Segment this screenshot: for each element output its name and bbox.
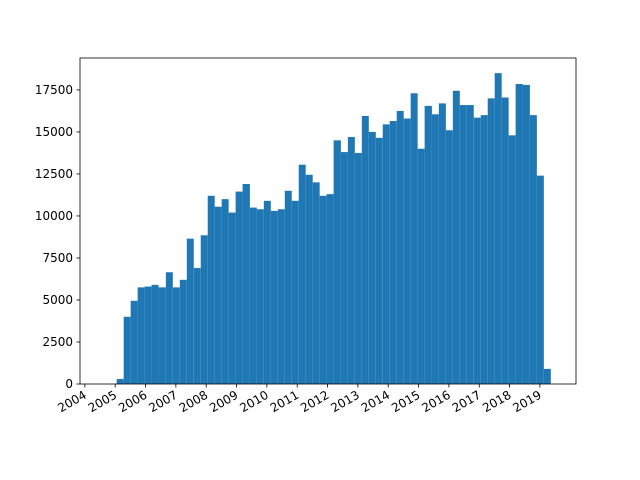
bar [228,212,236,384]
bar [235,191,243,384]
bar [515,84,523,385]
bar [354,152,362,384]
x-tick-label: 2004 [55,388,88,415]
bar [487,98,495,384]
y-tick-label: 17500 [35,83,73,97]
y-tick-label: 7500 [42,251,73,265]
bar [277,209,285,384]
bar [536,175,544,384]
y-tick-label: 5000 [42,293,73,307]
bar [508,135,516,384]
bar [333,140,341,384]
bar [326,194,334,384]
x-tick-label: 2016 [419,388,452,415]
x-tick-label: 2006 [116,388,149,415]
x-tick-label: 2013 [328,388,361,415]
plot-frame [79,57,577,385]
bar [207,195,215,384]
bar [116,378,124,384]
bar [501,97,509,385]
bar [242,184,250,384]
bar [403,118,411,384]
y-tick-label: 10000 [35,209,73,223]
bar [221,199,229,384]
bar [424,105,432,384]
bar [459,105,467,384]
bar [522,84,530,384]
x-tick-label: 2005 [86,388,119,415]
x-tick-label: 2008 [177,388,210,415]
bar [158,287,166,384]
bar [319,195,327,384]
x-tick-label: 2018 [480,388,513,415]
bar [144,286,152,384]
bar [438,103,446,385]
bar [305,174,313,384]
x-tick-label: 2017 [450,388,483,415]
y-tick-label: 0 [65,377,73,391]
bar [172,287,180,384]
x-tick-label: 2011 [268,388,301,415]
bar [340,152,348,384]
bar [249,207,257,384]
bar [361,115,369,384]
bar [375,137,383,384]
x-tick-label: 2007 [146,388,179,415]
x-tick-label: 2012 [298,388,331,415]
bar [382,124,390,385]
bar [165,272,173,384]
x-tick-label: 2010 [237,388,270,415]
bar [193,268,201,384]
bar [200,235,208,384]
bar [284,190,292,384]
bar [368,131,376,384]
bar [270,210,278,384]
bar [480,115,488,384]
bar [494,73,502,384]
bar [396,110,404,385]
bar [312,182,320,384]
x-tick-label: 2019 [510,388,543,415]
bar [186,238,194,384]
bar [347,136,355,384]
bar [466,105,474,384]
x-tick-label: 2014 [359,388,392,415]
bar [263,200,271,384]
y-tick-label: 15000 [35,125,73,139]
bar [291,200,299,384]
y-tick-label: 2500 [42,335,73,349]
bar [410,93,418,384]
bar [473,117,481,385]
x-tick-label: 2009 [207,388,240,415]
bar [179,279,187,384]
bar [123,316,131,384]
bar [452,90,460,385]
bar [417,148,425,384]
bar [298,164,306,384]
bar [543,368,551,384]
bar [151,284,159,384]
bar [256,209,264,384]
bar [214,206,222,384]
bar [137,287,145,384]
x-tick-label: 2015 [389,388,422,415]
bar [130,300,138,384]
bar [529,115,537,384]
bar [431,114,439,384]
y-tick-label: 12500 [35,167,73,181]
bar [389,121,397,384]
bar [445,130,453,384]
